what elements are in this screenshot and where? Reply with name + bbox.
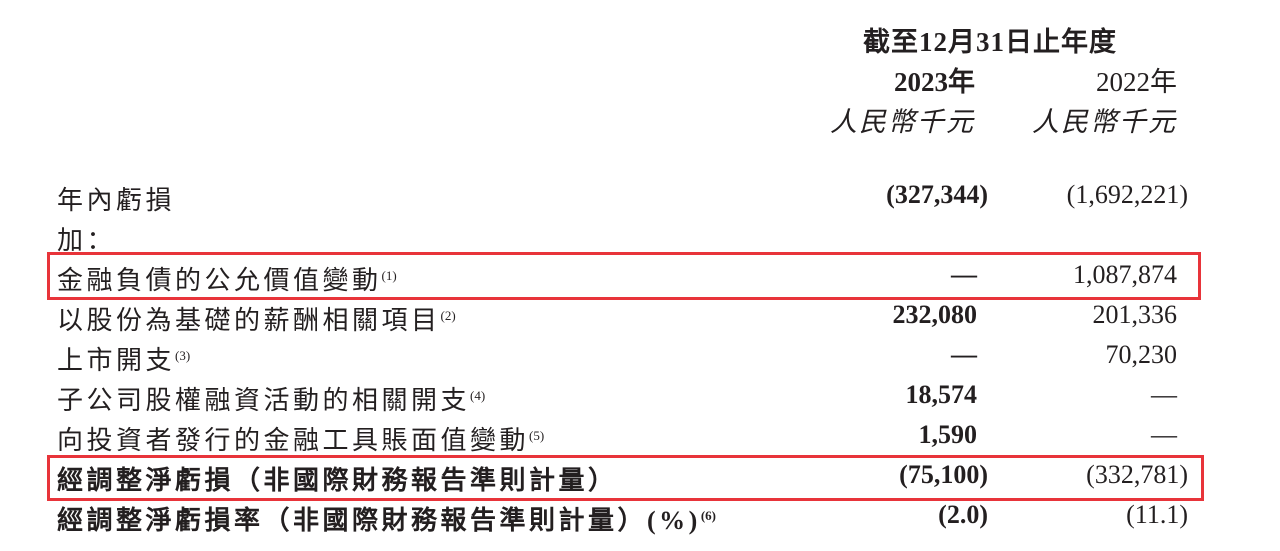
row-label: 經調整淨虧損率（非國際財務報告準則計量）(%)(6) bbox=[57, 500, 716, 537]
table-row: 年內虧損 (327,344) (1,692,221) bbox=[0, 180, 1280, 220]
value-2023: 232,080 bbox=[892, 300, 978, 329]
label-text: 加： bbox=[57, 226, 117, 255]
table-row: 子公司股權融資活動的相關開支(4) 18,574 — bbox=[0, 380, 1280, 420]
footnote: (1) bbox=[381, 268, 397, 283]
label-text: 金融負債的公允價值變動 bbox=[57, 266, 382, 295]
period-heading: 截至12月31日止年度 bbox=[863, 27, 1117, 57]
value-2022: — bbox=[1151, 380, 1177, 409]
table-row: 加： bbox=[0, 220, 1280, 260]
highlight-box bbox=[47, 455, 1204, 501]
row-label: 向投資者發行的金融工具賬面值變動(5) bbox=[57, 420, 544, 457]
label-text: 年內虧損 bbox=[57, 186, 176, 215]
label-text: 經調整淨虧損率（非國際財務報告準則計量）(%) bbox=[57, 506, 701, 535]
value-2022: 1,087,874 bbox=[1073, 260, 1177, 289]
table-row-adjusted-net-loss: 經調整淨虧損（非國際財務報告準則計量） (75,100) (332,781) bbox=[0, 460, 1280, 500]
label-text: 上市開支 bbox=[57, 346, 176, 375]
value-2023: — bbox=[951, 260, 977, 289]
value-2022: 70,230 bbox=[1105, 340, 1178, 369]
label-text: 子公司股權融資活動的相關開支 bbox=[57, 386, 471, 415]
row-label: 上市開支(3) bbox=[57, 340, 190, 377]
table-row: 上市開支(3) — 70,230 bbox=[0, 340, 1280, 380]
row-label: 加： bbox=[57, 220, 116, 257]
value-2023: 1,590 bbox=[918, 420, 978, 449]
table-row: 向投資者發行的金融工具賬面值變動(5) 1,590 — bbox=[0, 420, 1280, 460]
table-row-adjusted-net-loss-rate: 經調整淨虧損率（非國際財務報告準則計量）(%)(6) (2.0) (11.1) bbox=[0, 500, 1280, 540]
footnote: (5) bbox=[529, 428, 545, 443]
footnote: (6) bbox=[700, 508, 716, 523]
value-2023: 18,574 bbox=[905, 380, 978, 409]
table-row: 金融負債的公允價值變動(1) — 1,087,874 bbox=[0, 260, 1280, 300]
value-2023: (327,344) bbox=[886, 180, 988, 209]
row-label: 金融負債的公允價值變動(1) bbox=[57, 260, 397, 297]
value-2023: (75,100) bbox=[899, 460, 988, 489]
footnote: (4) bbox=[470, 388, 486, 403]
highlight-box bbox=[47, 252, 1201, 300]
footnote: (3) bbox=[175, 348, 191, 363]
value-2022: (332,781) bbox=[1086, 460, 1188, 489]
unit-2022: 人民幣千元 bbox=[1032, 107, 1177, 137]
footnote: (2) bbox=[440, 308, 456, 323]
year-2023-heading: 2023年 bbox=[894, 67, 975, 97]
row-label: 經調整淨虧損（非國際財務報告準則計量） bbox=[57, 460, 618, 497]
row-label: 年內虧損 bbox=[57, 180, 175, 217]
value-2023: (2.0) bbox=[938, 500, 988, 529]
row-label: 以股份為基礎的薪酬相關項目(2) bbox=[57, 300, 456, 337]
label-text: 以股份為基礎的薪酬相關項目 bbox=[57, 306, 441, 335]
unit-2023: 人民幣千元 bbox=[830, 107, 975, 137]
label-text: 經調整淨虧損（非國際財務報告準則計量） bbox=[57, 466, 618, 495]
value-2022: — bbox=[1151, 420, 1177, 449]
value-2022: (11.1) bbox=[1126, 500, 1188, 529]
row-label: 子公司股權融資活動的相關開支(4) bbox=[57, 380, 485, 417]
value-2022: 201,336 bbox=[1092, 300, 1178, 329]
value-2023: — bbox=[951, 340, 977, 369]
year-2022-heading: 2022年 bbox=[1096, 67, 1177, 97]
table-row: 以股份為基礎的薪酬相關項目(2) 232,080 201,336 bbox=[0, 300, 1280, 340]
value-2022: (1,692,221) bbox=[1066, 180, 1188, 209]
label-text: 向投資者發行的金融工具賬面值變動 bbox=[57, 426, 530, 455]
